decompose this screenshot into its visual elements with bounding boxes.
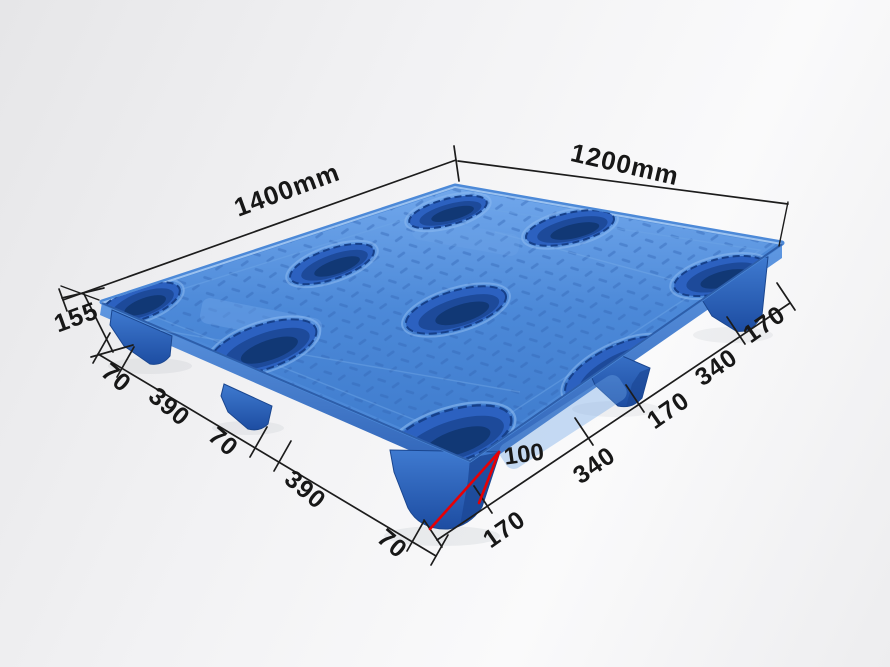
- dimension-tick: [58, 288, 68, 312]
- dimension-tick: [423, 519, 443, 548]
- deck-seam: [159, 329, 521, 393]
- dimension-tick: [116, 346, 135, 378]
- dimension-tick: [92, 332, 111, 364]
- highlight-line: [428, 450, 501, 531]
- pallet-cup: [285, 239, 379, 289]
- right-segment-label: 170: [478, 505, 531, 554]
- pallet-cup: [404, 191, 492, 233]
- foot-shadow-facet: [626, 368, 650, 407]
- dimension-tick: [453, 145, 460, 182]
- dimension-tick: [61, 287, 105, 299]
- right-segment-label: 340: [568, 441, 621, 490]
- dimension-tick: [406, 520, 425, 552]
- pallet-cup: [521, 206, 619, 250]
- extension-line: [778, 201, 789, 247]
- dimension-tick: [726, 316, 746, 345]
- pallet: [99, 183, 785, 530]
- foot-height-annotation: [428, 450, 501, 531]
- pallet-foot: [220, 383, 273, 431]
- right-segment-label: 340: [690, 343, 743, 392]
- length-label: 1400mm: [230, 157, 344, 223]
- dimension-tick: [574, 417, 594, 446]
- height-label: 155: [50, 297, 102, 339]
- dimension-line-height: [83, 293, 114, 353]
- left-segment-label: 390: [143, 382, 195, 432]
- dimension-line-left-edge: [97, 353, 437, 557]
- dimension-tick: [473, 485, 493, 514]
- deck-edge-highlight: [101, 185, 783, 304]
- dimension-tick: [625, 384, 645, 413]
- pallet-cup: [401, 282, 511, 338]
- dimension-lines: [58, 145, 796, 566]
- dimension-tick: [273, 440, 292, 472]
- deck-edge-crease: [101, 243, 783, 463]
- highlight-line: [477, 450, 501, 505]
- dimension-line-right-edge: [436, 302, 791, 541]
- dimension-tick: [249, 426, 268, 458]
- foot-height-label: 100: [502, 438, 545, 470]
- right-segment-label: 170: [642, 386, 695, 435]
- dimension-tick: [776, 282, 796, 311]
- pallet-foot: [109, 309, 173, 365]
- foot-shadow-facet: [460, 452, 500, 526]
- left-segment-label: 390: [279, 465, 331, 515]
- dimension-line-width: [457, 160, 789, 205]
- deck-seam: [494, 231, 681, 283]
- dimension-tick: [430, 534, 449, 566]
- pallet-skirt-left: [100, 302, 470, 475]
- dimension-line-length: [62, 159, 457, 301]
